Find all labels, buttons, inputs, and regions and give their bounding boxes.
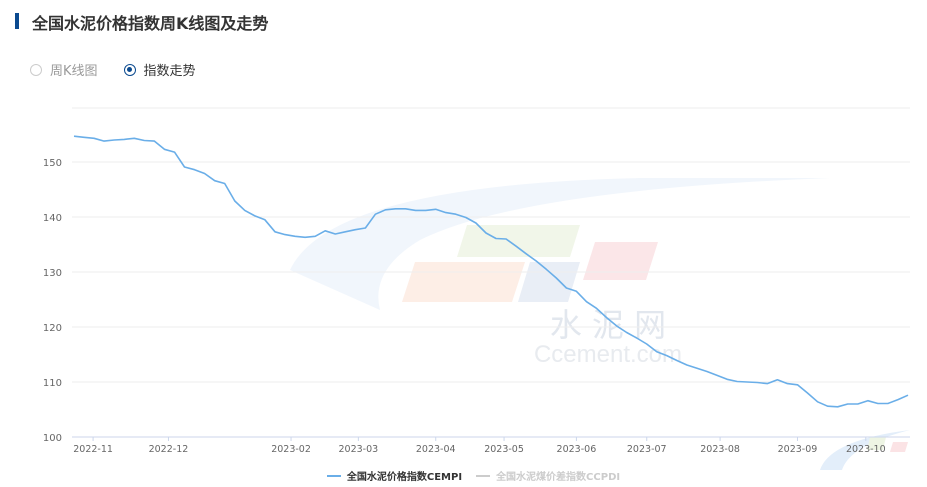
watermark-cn: 水 泥 网 bbox=[550, 306, 666, 344]
legend: 全国水泥价格指数CEMPI 全国水泥煤价差指数CCPDI bbox=[10, 468, 927, 483]
y-tick-label: 100 bbox=[43, 433, 62, 444]
radio-circle-icon bbox=[30, 63, 42, 76]
view-toggle: 周K线图 指数走势 bbox=[30, 60, 196, 79]
x-tick-label: 2022-11 bbox=[73, 444, 113, 455]
legend-label: 全国水泥煤价差指数CCPDI bbox=[496, 472, 621, 483]
watermark-en: Ccement.com bbox=[534, 341, 682, 368]
watermark: 水 泥 网 Ccement.com bbox=[290, 178, 910, 470]
radio-label: 指数走势 bbox=[143, 64, 196, 79]
legend-swatch bbox=[476, 474, 491, 477]
radio-checked-icon bbox=[123, 63, 136, 76]
x-tick-label: 2023-09 bbox=[778, 444, 818, 455]
x-tick-label: 2023-07 bbox=[627, 444, 667, 455]
x-tick-label: 2023-03 bbox=[339, 444, 379, 455]
x-tick-label: 2023-05 bbox=[484, 444, 524, 455]
legend-swatch bbox=[326, 474, 341, 477]
legend-item-ccpdi[interactable]: 全国水泥煤价差指数CCPDI bbox=[476, 468, 620, 483]
x-tick-label: 2022-12 bbox=[149, 444, 189, 455]
y-tick-label: 130 bbox=[43, 268, 62, 279]
title-accent-bar bbox=[15, 13, 19, 29]
series-line-cempi bbox=[73, 135, 909, 408]
x-tick-label: 2023-10 bbox=[846, 444, 886, 455]
legend-item-cempi[interactable]: 全国水泥价格指数CEMPI bbox=[326, 468, 463, 483]
x-tick-label: 2023-06 bbox=[557, 444, 597, 455]
y-tick-label: 120 bbox=[43, 323, 62, 334]
y-tick-label: 110 bbox=[43, 378, 62, 389]
page-title: 全国水泥价格指数周K线图及走势 bbox=[32, 14, 269, 33]
x-tick-label: 2023-04 bbox=[416, 444, 456, 455]
radio-weekly-kline[interactable]: 周K线图 bbox=[30, 60, 98, 79]
y-tick-label: 140 bbox=[43, 213, 62, 224]
legend-label: 全国水泥价格指数CEMPI bbox=[346, 472, 463, 483]
x-tick-label: 2023-02 bbox=[271, 444, 311, 455]
x-tick-label: 2023-08 bbox=[700, 444, 740, 455]
radio-label: 周K线图 bbox=[50, 64, 98, 79]
radio-index-trend[interactable]: 指数走势 bbox=[123, 60, 196, 79]
y-tick-label: 150 bbox=[43, 158, 62, 169]
